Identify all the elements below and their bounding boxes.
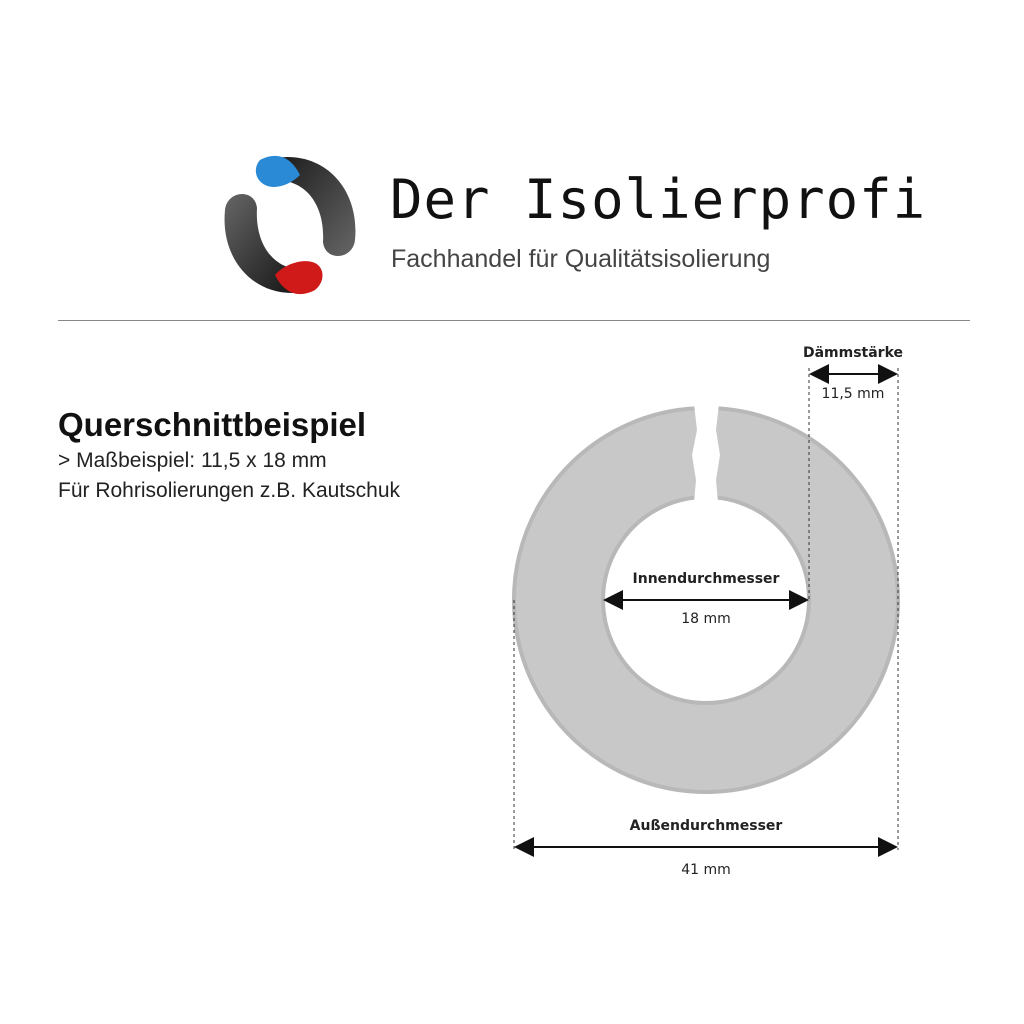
inner-diameter-label: Innendurchmesser xyxy=(632,571,780,587)
divider xyxy=(58,320,970,321)
ring-slit xyxy=(692,404,720,502)
brand-name: Der Isolierprofi xyxy=(390,168,927,231)
inner-diameter-value: 18 mm xyxy=(681,611,731,627)
guide-lines xyxy=(513,368,899,850)
section-heading: Querschnittbeispiel xyxy=(58,406,367,443)
dimension-example: > Maßbeispiel: 11,5 x 18 mm xyxy=(58,449,327,472)
thickness-label: Dämmstärke xyxy=(802,345,904,361)
outer-diameter-value: 41 mm xyxy=(681,862,731,878)
thickness-value: 11,5 mm xyxy=(821,386,885,402)
insulation-ring xyxy=(511,404,900,794)
brand-tagline: Fachhandel für Qualitätsisolierung xyxy=(391,245,771,273)
outer-diameter-label: Außendurchmesser xyxy=(629,818,783,834)
brand-logo xyxy=(224,155,356,295)
usage-note: Für Rohrisolierungen z.B. Kautschuk xyxy=(58,479,400,502)
